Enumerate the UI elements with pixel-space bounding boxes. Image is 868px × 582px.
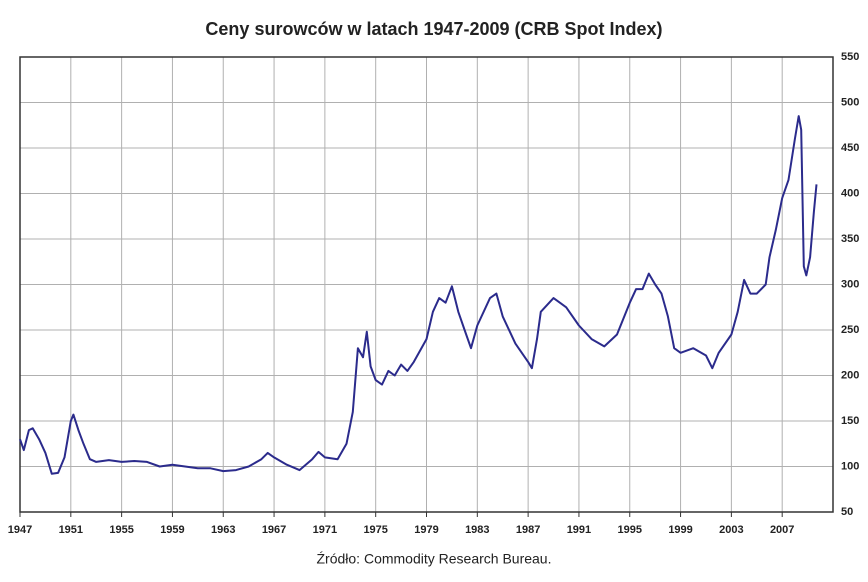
- x-tick-label: 1959: [160, 524, 184, 536]
- y-tick-label: 250: [841, 324, 859, 336]
- x-tick-label: 1983: [465, 524, 489, 536]
- x-tick-label: 1995: [618, 524, 642, 536]
- y-tick-label: 150: [841, 415, 859, 427]
- x-tick-label: 1951: [59, 524, 83, 536]
- x-tick-label: 2003: [719, 524, 743, 536]
- chart-title: Ceny surowców w latach 1947-2009 (CRB Sp…: [205, 19, 662, 39]
- y-tick-label: 300: [841, 278, 859, 290]
- x-tick-label: 2007: [770, 524, 794, 536]
- x-tick-label: 1987: [516, 524, 540, 536]
- y-tick-label: 50: [841, 506, 853, 518]
- x-tick-label: 1975: [363, 524, 387, 536]
- x-tick-label: 1955: [109, 524, 133, 536]
- x-tick-label: 1947: [8, 524, 32, 536]
- y-tick-label: 350: [841, 233, 859, 245]
- x-tick-label: 1971: [313, 524, 337, 536]
- x-tick-label: 1999: [668, 524, 692, 536]
- y-tick-label: 100: [841, 460, 859, 472]
- y-tick-label: 200: [841, 369, 859, 381]
- y-tick-label: 450: [841, 142, 859, 154]
- data-line: [19, 115, 818, 475]
- y-tick-label: 550: [841, 51, 859, 63]
- x-tick-label: 1963: [211, 524, 235, 536]
- source-note: Źródło: Commodity Research Bureau.: [317, 551, 552, 567]
- y-tick-label: 500: [841, 96, 859, 108]
- x-tick-label: 1991: [567, 524, 591, 536]
- x-tick-label: 1967: [262, 524, 286, 536]
- x-tick-label: 1979: [414, 524, 438, 536]
- y-tick-label: 400: [841, 187, 859, 199]
- plot-frame: [19, 56, 834, 513]
